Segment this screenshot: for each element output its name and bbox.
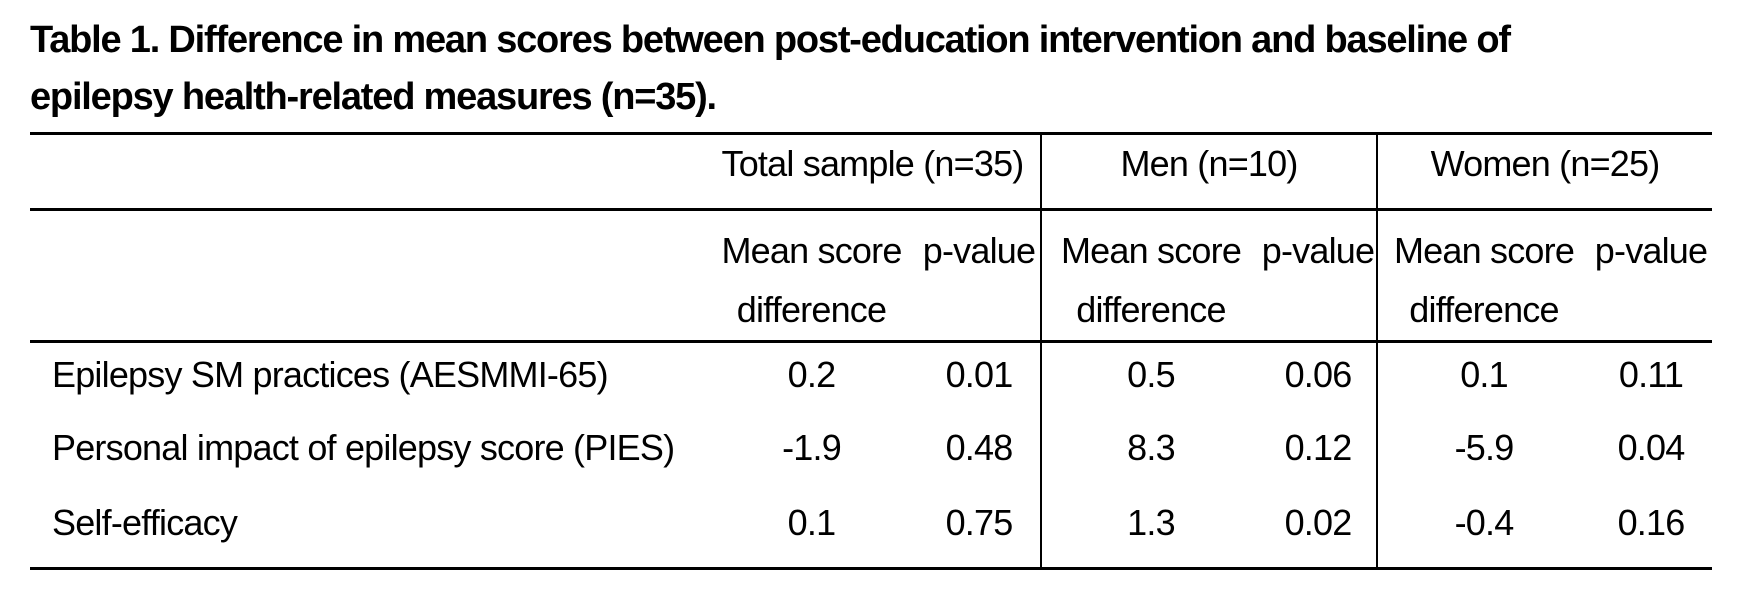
table-row-epilepsy-sm-practices: Epilepsy SM practices (AESMMI-65) 0.2 0.… <box>30 341 1712 417</box>
cell-women-pvalue: 0.04 <box>1617 427 1686 469</box>
cell-total-mean-diff: -1.9 <box>782 427 842 469</box>
cell-men-pvalue: 0.06 <box>1260 341 1379 417</box>
cell-men-pvalue: 0.12 <box>1260 416 1379 492</box>
cell-men-pvalue: 0.02 <box>1260 491 1379 569</box>
cell-women-pvalue: 0.11 <box>1618 353 1684 395</box>
col-header-pvalue-women: p-value <box>1590 209 1713 343</box>
cell-total-pvalue: 0.48 <box>918 416 1042 492</box>
row-label: Epilepsy SM practices (AESMMI-65) <box>52 353 609 395</box>
cell-total-mean-diff: 0.2 <box>787 353 836 395</box>
cell-women-pvalue: 0.16 <box>1617 502 1686 544</box>
table-caption-line-2: epilepsy health-related measures (n=35). <box>30 76 717 118</box>
col-header-mean-diff-men: Mean score difference <box>1041 209 1260 343</box>
col-header-pvalue-men: p-value <box>1260 209 1379 343</box>
cell-women-mean-diff: -5.9 <box>1454 427 1515 469</box>
sub-header-row: Mean score difference p-value Mean score… <box>30 209 1713 343</box>
group-header-total-sample: Total sample (n=35) <box>705 133 1042 211</box>
row-label: Personal impact of epilepsy score (PIES) <box>52 427 675 469</box>
table-row-personal-impact: Personal impact of epilepsy score (PIES)… <box>30 416 1712 492</box>
table-caption: Table 1. Difference in mean scores betwe… <box>30 12 1712 126</box>
cell-total-pvalue: 0.75 <box>918 491 1042 569</box>
cell-men-mean-diff: 1.3 <box>1127 502 1175 544</box>
group-header-men: Men (n=10) <box>1041 133 1379 211</box>
col-header-mean-diff-women: Mean score difference <box>1377 209 1591 343</box>
results-table: Total sample (n=35) Men (n=10) Women (n=… <box>30 132 1713 570</box>
cell-women-mean-diff: -0.4 <box>1454 502 1515 544</box>
group-header-row: Total sample (n=35) Men (n=10) Women (n=… <box>30 133 1713 211</box>
stub-cell <box>30 209 705 343</box>
stub-cell <box>30 133 705 211</box>
group-header-women: Women (n=25) <box>1377 133 1713 211</box>
table-caption-line-1: Table 1. Difference in mean scores betwe… <box>30 19 1511 61</box>
col-header-pvalue-total: p-value <box>918 209 1042 343</box>
cell-men-mean-diff: 0.5 <box>1127 353 1175 395</box>
cell-total-pvalue: 0.01 <box>918 341 1042 417</box>
row-label: Self-efficacy <box>52 502 238 544</box>
col-header-mean-diff-total: Mean score difference <box>705 209 918 343</box>
cell-men-mean-diff: 8.3 <box>1127 427 1175 469</box>
cell-total-mean-diff: 0.1 <box>787 502 836 544</box>
table-row-self-efficacy: Self-efficacy 0.1 0.75 1.3 0.02 -0.4 0.1… <box>30 491 1712 569</box>
cell-women-mean-diff: 0.1 <box>1460 353 1508 395</box>
